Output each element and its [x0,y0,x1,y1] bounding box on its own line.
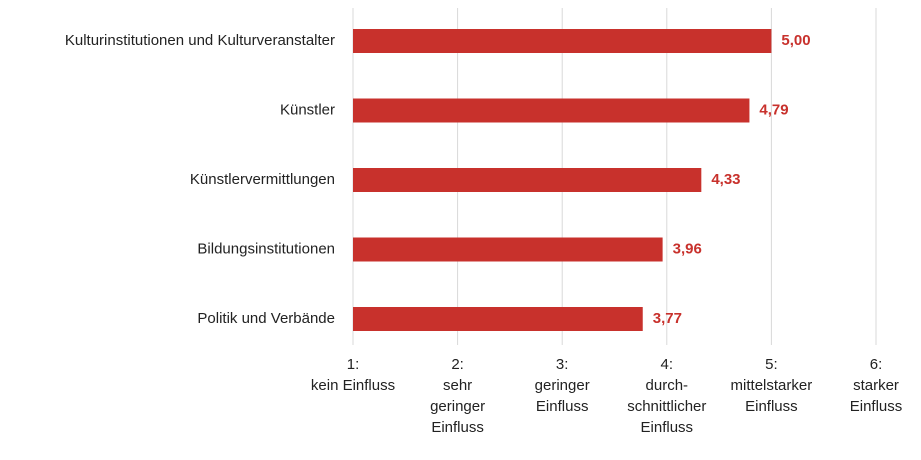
x-tick-label: 6: starker Einfluss [849,356,903,415]
value-label: 5,00 [781,32,810,49]
bar [353,98,750,123]
category-label: Künstlervermittlungen [190,171,335,188]
value-label: 3,77 [653,310,682,327]
category-label: Politik und Verbände [197,310,335,327]
bar [353,307,643,331]
x-tick-label: 4: durch- schnittlicher Einfluss [627,356,707,436]
bar [353,168,702,192]
bar [353,29,772,53]
x-tick-label: 3: geringer Einfluss [534,356,590,415]
x-tick-label: 1: kein Einfluss [310,356,396,394]
category-label: Künstler [280,101,335,118]
x-tick-label: 5: mittelstarker Einfluss [730,356,813,415]
value-label: 4,33 [711,171,740,188]
category-label: Bildungsinstitutionen [197,240,335,257]
x-tick-label: 2: sehr geringer Einfluss [430,356,486,436]
value-label: 3,96 [673,240,702,257]
category-label: Kulturinstitutionen und Kulturveranstalt… [65,32,335,49]
bar [353,237,663,262]
value-label: 4,79 [759,101,788,118]
